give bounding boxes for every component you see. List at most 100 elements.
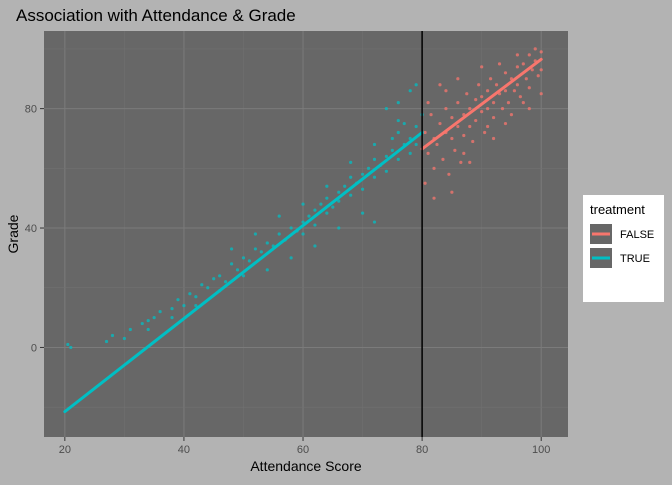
data-point-true <box>247 259 252 263</box>
data-point-false <box>530 68 534 72</box>
data-point-false <box>509 112 514 117</box>
data-point-false <box>477 83 481 87</box>
data-point-false <box>450 115 454 120</box>
data-point-true <box>235 268 240 272</box>
data-point-false <box>432 166 436 170</box>
data-point-true <box>176 298 180 302</box>
data-point-true <box>110 333 115 338</box>
data-point-false <box>465 92 469 96</box>
data-point-false <box>503 89 508 93</box>
data-point-false <box>539 92 543 96</box>
data-point-true <box>349 175 353 179</box>
legend: treatment FALSE TRUE <box>583 195 664 302</box>
data-point-false <box>521 62 525 66</box>
x-tick-label: 60 <box>297 444 309 456</box>
data-point-false <box>456 77 460 81</box>
data-point-false <box>474 98 478 102</box>
data-point-true <box>152 315 156 320</box>
data-point-true <box>325 196 329 200</box>
data-point-false <box>444 107 448 111</box>
data-point-true <box>366 166 371 170</box>
data-point-true <box>396 101 400 105</box>
y-axis-label: Grade <box>5 214 21 253</box>
data-point-false <box>512 89 517 93</box>
data-point-true <box>384 107 388 111</box>
data-point-true <box>146 327 150 332</box>
data-point-false <box>459 160 463 164</box>
data-point-true <box>188 292 192 296</box>
data-point-false <box>494 83 499 87</box>
data-point-true <box>390 148 394 153</box>
data-point-true <box>360 172 365 176</box>
data-point-true <box>372 220 377 224</box>
data-point-true <box>301 220 305 224</box>
data-point-false <box>518 95 522 99</box>
data-point-true <box>414 124 418 129</box>
data-point-false <box>468 124 472 129</box>
data-point-true <box>241 274 246 278</box>
data-point-true <box>360 211 365 215</box>
data-point-true <box>414 142 418 147</box>
data-point-false <box>486 89 490 93</box>
fit-line-false <box>420 57 543 151</box>
y-tick-label: 40 <box>25 223 37 235</box>
data-point-true <box>253 232 257 236</box>
data-point-false <box>480 110 484 114</box>
data-point-true <box>343 184 347 188</box>
data-point-false <box>438 121 442 126</box>
y-tick-label: 80 <box>25 104 37 116</box>
legend-entries: FALSE TRUE <box>590 224 654 268</box>
data-point-false <box>491 101 496 105</box>
data-point-false <box>536 74 540 78</box>
data-point-true <box>206 286 210 290</box>
legend-title: treatment <box>590 202 645 217</box>
data-point-true <box>212 277 216 281</box>
data-point-false <box>527 53 531 57</box>
data-point-true <box>277 214 281 218</box>
data-point-true <box>241 256 246 260</box>
data-point-false <box>539 68 543 72</box>
data-point-true <box>313 208 317 212</box>
data-point-true <box>408 89 412 93</box>
data-point-true <box>402 121 406 126</box>
data-point-true <box>325 184 329 188</box>
data-point-false <box>462 133 466 138</box>
data-point-true <box>182 304 186 308</box>
data-point-true <box>313 223 317 227</box>
fit-line-true <box>63 131 424 414</box>
data-point-true <box>122 336 126 341</box>
x-tick-label: 20 <box>59 444 71 456</box>
data-point-true <box>301 202 305 206</box>
x-axis-label: Attendance Score <box>250 458 362 474</box>
data-point-true <box>158 310 162 314</box>
data-point-true <box>331 205 335 209</box>
data-point-false <box>524 77 528 81</box>
data-point-true <box>349 193 353 197</box>
x-tick-label: 100 <box>532 444 550 456</box>
data-point-true <box>360 187 365 191</box>
data-point-false <box>491 115 496 120</box>
data-point-false <box>497 62 502 66</box>
x-tick-label: 80 <box>416 444 428 456</box>
data-point-false <box>480 95 484 99</box>
data-point-true <box>194 295 198 299</box>
data-point-false <box>432 196 436 200</box>
data-point-false <box>491 136 496 141</box>
data-point-false <box>503 121 508 126</box>
data-point-false <box>435 142 439 147</box>
data-point-false <box>468 107 472 111</box>
data-point-true <box>128 327 132 332</box>
data-point-true <box>325 211 329 215</box>
data-point-true <box>229 262 234 266</box>
data-point-false <box>429 112 433 117</box>
data-point-true <box>104 339 109 344</box>
fit-lines <box>63 57 543 414</box>
data-point-true <box>408 151 412 155</box>
data-point-false <box>527 107 531 111</box>
data-point-true <box>390 136 394 141</box>
data-point-false <box>438 83 442 87</box>
data-point-false <box>483 130 487 135</box>
data-point-false <box>488 77 493 81</box>
data-point-true <box>277 232 281 236</box>
